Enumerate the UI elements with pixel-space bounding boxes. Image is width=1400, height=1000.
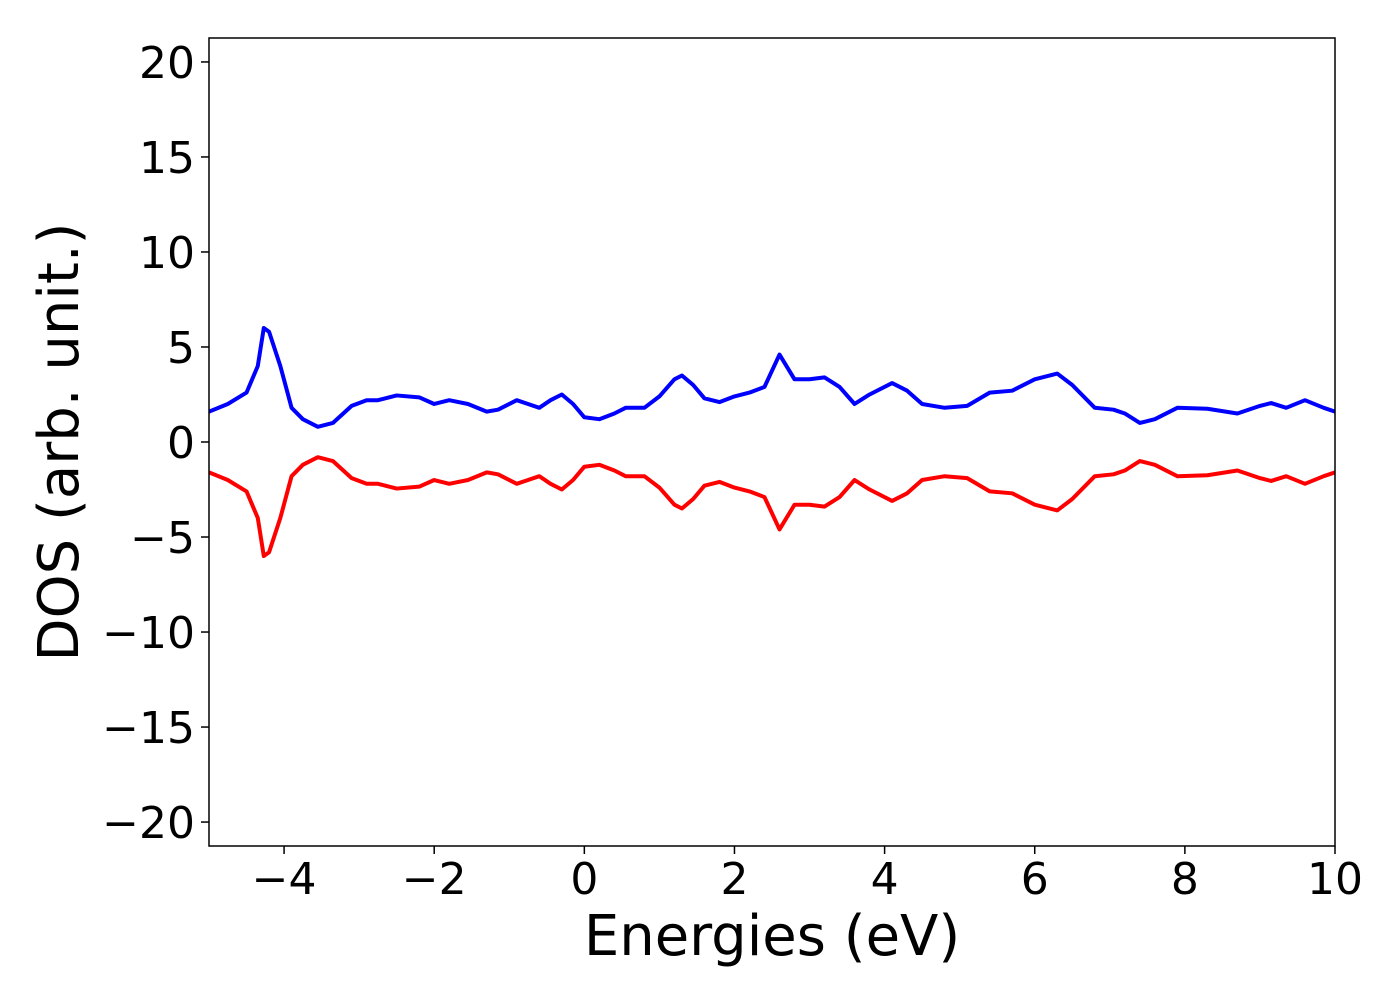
y-tick-label: −10 [102, 608, 195, 659]
x-tick-label: 10 [1307, 854, 1363, 905]
x-tick-label: −2 [402, 854, 467, 905]
y-axis-label: DOS (arb. unit.) [27, 222, 92, 661]
plot-frame [208, 37, 1336, 847]
x-tick-label: 4 [871, 854, 899, 905]
x-tick-label: 0 [570, 854, 598, 905]
x-tick-label: −4 [252, 854, 317, 905]
y-tick-label: 0 [167, 418, 195, 469]
line-series [209, 325, 1335, 429]
y-tick-label: 10 [139, 228, 195, 279]
line-series [209, 455, 1335, 559]
y-tick-label: −15 [102, 703, 195, 754]
x-tick-label: 2 [720, 854, 748, 905]
y-tick-label: 20 [139, 38, 195, 89]
y-tick-label: 5 [167, 323, 195, 374]
y-tick-label: −5 [130, 513, 195, 564]
x-tick-label: 8 [1171, 854, 1199, 905]
x-axis-label: Energies (eV) [584, 904, 960, 969]
x-tick-label: 6 [1021, 854, 1049, 905]
y-tick-label: −20 [102, 798, 195, 849]
y-tick-label: 15 [139, 133, 195, 184]
